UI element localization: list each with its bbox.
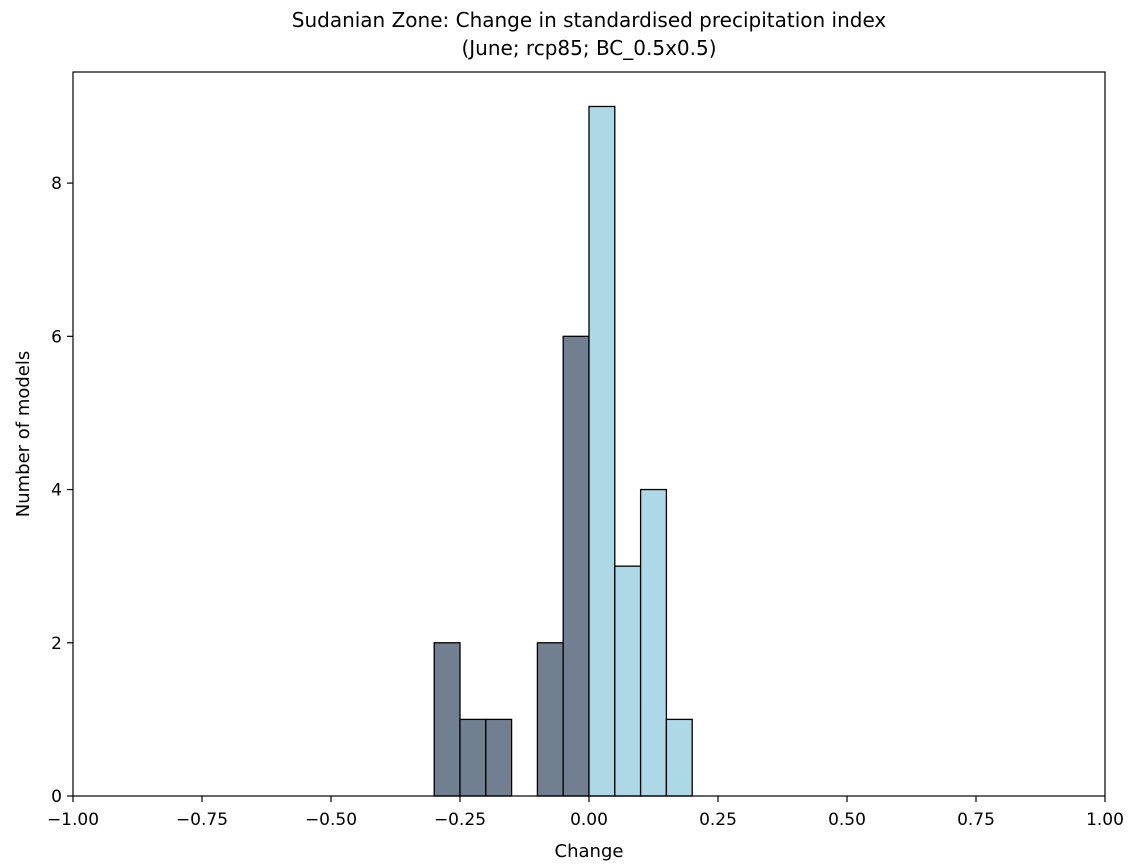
y-tick-label: 0 — [51, 787, 62, 807]
histogram-bar — [433, 642, 461, 797]
x-tick-label: 0.75 — [957, 810, 995, 830]
x-tick-label: −0.50 — [305, 810, 357, 830]
plot-frame — [72, 71, 1106, 797]
histogram-bar — [562, 335, 590, 797]
chart-subtitle: (June; rcp85; BC_0.5x0.5) — [461, 36, 716, 60]
histogram-bar — [614, 565, 642, 797]
histogram-bar — [536, 642, 564, 797]
x-tick-label: 0.25 — [699, 810, 737, 830]
x-tick-label: −0.25 — [434, 810, 486, 830]
x-axis-label: Change — [555, 841, 624, 862]
y-axis-ticks: 0 2 4 6 8 — [51, 174, 73, 807]
histogram-bar — [639, 488, 668, 797]
y-tick-label: 6 — [51, 327, 62, 347]
y-tick-label: 8 — [51, 174, 62, 194]
x-axis-ticks: −1.00 −0.75 −0.50 −0.25 0.00 0.25 0.50 0.75 1.00 — [47, 796, 1124, 830]
bars-group — [433, 105, 693, 797]
x-tick-label: −0.75 — [176, 810, 228, 830]
histogram-bar — [588, 105, 616, 797]
x-tick-label: 0.00 — [570, 810, 608, 830]
x-tick-label: −1.00 — [47, 810, 99, 830]
chart-title: Sudanian Zone: Change in standardised pr… — [292, 8, 887, 32]
histogram-bar — [459, 718, 487, 797]
histogram-bar — [665, 718, 693, 797]
y-axis-label: Number of models — [13, 351, 34, 518]
x-tick-label: 0.50 — [828, 810, 866, 830]
x-tick-label: 1.00 — [1086, 810, 1124, 830]
histogram-bar — [485, 718, 513, 797]
y-tick-label: 2 — [51, 634, 62, 654]
y-tick-label: 4 — [51, 481, 62, 501]
